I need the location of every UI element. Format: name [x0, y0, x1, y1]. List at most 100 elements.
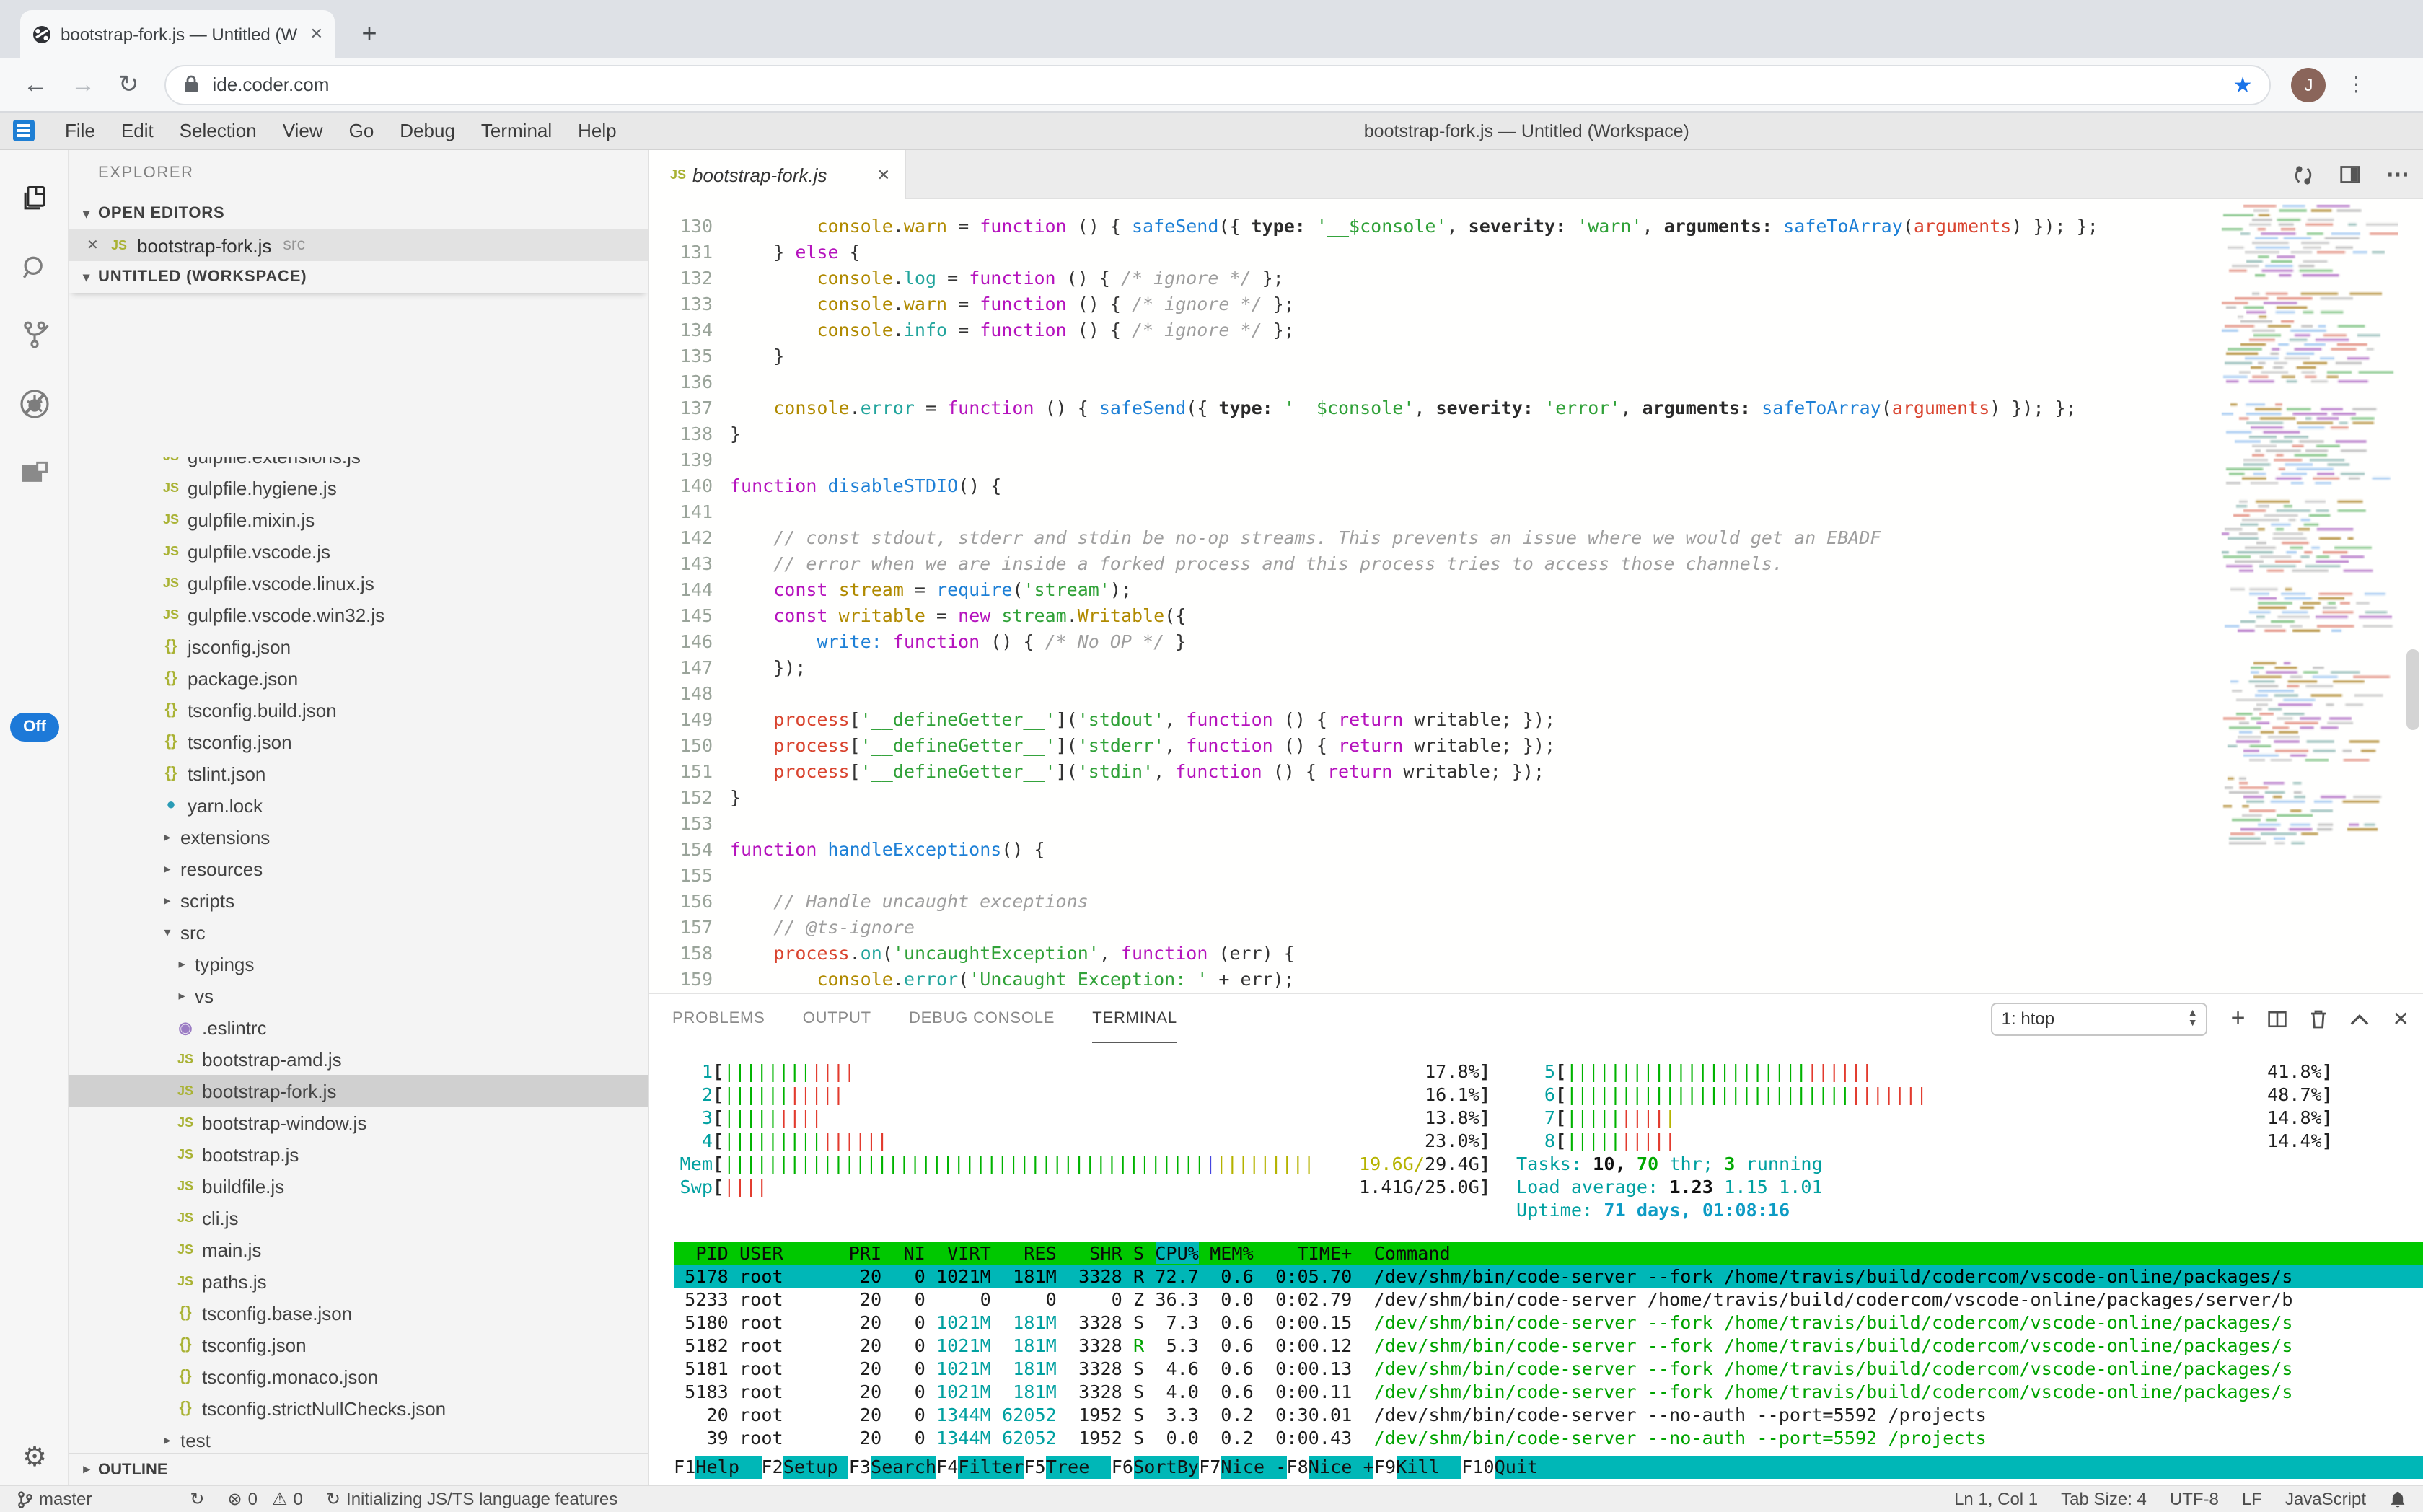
- tree-item-tsconfig.json[interactable]: {} tsconfig.json: [69, 1329, 648, 1361]
- panel-tab-debug-console[interactable]: DEBUG CONSOLE: [908, 1010, 1055, 1027]
- workspace-header[interactable]: ▾ UNTITLED (WORKSPACE): [69, 261, 648, 293]
- tree-item-extensions[interactable]: ▸ extensions: [69, 821, 648, 853]
- tree-item-cli.js[interactable]: JS cli.js: [69, 1202, 648, 1234]
- process-row-39[interactable]: 39 root 20 0 1344M 62052 1952 S 0.0 0.2 …: [674, 1427, 1987, 1449]
- process-row-5182[interactable]: 5182 root 20 0 1021M 181M 3328 R 5.3 0.6…: [674, 1335, 2293, 1356]
- problems-indicator[interactable]: ⊗ 0 ⚠ 0: [227, 1489, 303, 1509]
- process-row-5180[interactable]: 5180 root 20 0 1021M 181M 3328 S 7.3 0.6…: [674, 1311, 2293, 1333]
- notifications-bell-icon[interactable]: [2389, 1490, 2406, 1508]
- process-row-5178[interactable]: 5178 root 20 0 1021M 181M 3328 R 72.7 0.…: [674, 1265, 2423, 1288]
- tree-item-typings[interactable]: ▸ typings: [69, 948, 648, 980]
- eol-indicator[interactable]: LF: [2241, 1489, 2262, 1509]
- menu-terminal[interactable]: Terminal: [480, 120, 553, 141]
- process-row-5181[interactable]: 5181 root 20 0 1021M 181M 3328 S 4.6 0.6…: [674, 1358, 2293, 1379]
- forward-icon[interactable]: →: [71, 70, 95, 97]
- tab-close-icon[interactable]: ✕: [876, 167, 890, 184]
- tree-item-package.json[interactable]: {} package.json: [69, 662, 648, 694]
- terminal-select[interactable]: 1: htop ▲ ▼: [1991, 1002, 2208, 1035]
- panel-tab-terminal[interactable]: TERMINAL: [1092, 994, 1177, 1043]
- tree-item-buildfile.js[interactable]: JS buildfile.js: [69, 1170, 648, 1202]
- tree-item-gulpfile.mixin.js[interactable]: JS gulpfile.mixin.js: [69, 504, 648, 535]
- tree-item-jsconfig.json[interactable]: {} jsconfig.json: [69, 630, 648, 662]
- open-editors-header[interactable]: ▾ OPEN EDITORS: [69, 198, 648, 229]
- menu-selection[interactable]: Selection: [179, 120, 257, 141]
- menu-go[interactable]: Go: [348, 120, 374, 141]
- source-control-icon[interactable]: [0, 306, 69, 364]
- menu-view[interactable]: View: [282, 120, 323, 141]
- encoding-indicator[interactable]: UTF-8: [2169, 1489, 2219, 1509]
- tree-item-paths.js[interactable]: JS paths.js: [69, 1265, 648, 1297]
- editor-tab[interactable]: JS bootstrap-fork.js ✕: [649, 150, 906, 199]
- menu-help[interactable]: Help: [578, 120, 617, 141]
- git-branch-indicator[interactable]: master: [17, 1489, 92, 1509]
- tree-item-bootstrap-fork.js[interactable]: JS bootstrap-fork.js: [69, 1075, 648, 1107]
- panel-tab-problems[interactable]: PROBLEMS: [672, 1010, 765, 1027]
- tree-item-tsconfig.build.json[interactable]: {} tsconfig.build.json: [69, 694, 648, 726]
- minimap[interactable]: [2213, 199, 2398, 993]
- process-row-5233[interactable]: 5233 root 20 0 0 0 0 Z 36.3 0.0 0:02.79 …: [674, 1288, 2293, 1310]
- menu-debug[interactable]: Debug: [400, 120, 455, 141]
- tree-item-vs[interactable]: ▸ vs: [69, 980, 648, 1011]
- address-bar[interactable]: ide.coder.com ★: [164, 64, 2272, 105]
- tree-item-gulpfile.hygiene.js[interactable]: JS gulpfile.hygiene.js: [69, 472, 648, 504]
- explorer-icon[interactable]: [0, 170, 69, 228]
- tree-item-.eslintrc[interactable]: ◉ .eslintrc: [69, 1011, 648, 1043]
- back-icon[interactable]: ←: [23, 70, 48, 97]
- maximize-panel-icon[interactable]: [2351, 1012, 2370, 1025]
- sync-icon[interactable]: ↻: [190, 1489, 205, 1509]
- cursor-position[interactable]: Ln 1, Col 1: [1954, 1489, 2039, 1509]
- process-row-5183[interactable]: 5183 root 20 0 1021M 181M 3328 S 4.0 0.6…: [674, 1381, 2293, 1402]
- tree-item-resources[interactable]: ▸ resources: [69, 853, 648, 884]
- tree-item-yarn.lock[interactable]: ● yarn.lock: [69, 789, 648, 821]
- browser-tab[interactable]: bootstrap-fork.js — Untitled (W ✕: [20, 10, 335, 58]
- tree-item-tslint.json[interactable]: {} tslint.json: [69, 757, 648, 789]
- off-badge[interactable]: Off: [10, 713, 59, 742]
- new-terminal-icon[interactable]: +: [2230, 1004, 2246, 1032]
- tree-item-tsconfig.base.json[interactable]: {} tsconfig.base.json: [69, 1297, 648, 1329]
- tree-item-tsconfig.strictNullChecks.json[interactable]: {} tsconfig.strictNullChecks.json: [69, 1392, 648, 1424]
- tree-item-main.js[interactable]: JS main.js: [69, 1234, 648, 1265]
- tree-item-scripts[interactable]: ▸ scripts: [69, 884, 648, 916]
- tree-item-bootstrap-window.js[interactable]: JS bootstrap-window.js: [69, 1107, 648, 1138]
- new-tab-button[interactable]: +: [361, 19, 377, 48]
- toggle-changes-icon[interactable]: [2292, 164, 2314, 185]
- close-icon[interactable]: ✕: [87, 237, 99, 253]
- panel-tab-output[interactable]: OUTPUT: [802, 1010, 871, 1027]
- search-icon[interactable]: [0, 239, 69, 297]
- terminal[interactable]: 1[|||||||| |||| 17.8%] 2[|||||| ||||| 16.1%] 3…: [649, 1043, 2423, 1485]
- language-mode[interactable]: JavaScript: [2285, 1489, 2366, 1509]
- close-panel-icon[interactable]: ✕: [2392, 1006, 2409, 1029]
- tree-item-src[interactable]: ▾ src: [69, 916, 648, 948]
- reload-icon[interactable]: ↻: [118, 70, 139, 97]
- kill-terminal-icon[interactable]: [2310, 1008, 2328, 1029]
- tab-size-indicator[interactable]: Tab Size: 4: [2061, 1489, 2147, 1509]
- language-status[interactable]: ↻ Initializing JS/TS language features: [325, 1489, 618, 1509]
- settings-gear-icon[interactable]: ⚙: [22, 1442, 48, 1472]
- open-editor-item[interactable]: ✕ JS bootstrap-fork.js src: [69, 229, 648, 261]
- menu-file[interactable]: File: [65, 120, 95, 141]
- tree-item-test[interactable]: ▸ test: [69, 1424, 648, 1453]
- more-actions-icon[interactable]: ⋯: [2386, 163, 2409, 188]
- code-editor[interactable]: 130 131 132 133 134 135 136 137 138 139 140 141 142 1…: [649, 199, 2423, 993]
- editor-scrollbar[interactable]: [2405, 199, 2421, 993]
- tree-item-gulpfile.vscode.win32.js[interactable]: JS gulpfile.vscode.win32.js: [69, 599, 648, 630]
- tree-item-gulpfile.vscode.linux.js[interactable]: JS gulpfile.vscode.linux.js: [69, 567, 648, 599]
- menu-edit[interactable]: Edit: [120, 120, 154, 141]
- tree-item-tsconfig.monaco.json[interactable]: {} tsconfig.monaco.json: [69, 1361, 648, 1392]
- split-terminal-icon[interactable]: [2268, 1009, 2287, 1028]
- outline-section[interactable]: ▸ OUTLINE: [69, 1453, 648, 1485]
- debug-disabled-icon[interactable]: [0, 375, 69, 433]
- bookmark-star-icon[interactable]: ★: [2233, 73, 2253, 97]
- tree-item-tsconfig.json[interactable]: {} tsconfig.json: [69, 726, 648, 757]
- htop-table-header[interactable]: PID USER PRI NI VIRT RES SHR S CPU% MEM%…: [674, 1242, 2423, 1265]
- tree-item-gulpfile.vscode.js[interactable]: JS gulpfile.vscode.js: [69, 535, 648, 567]
- process-row-20[interactable]: 20 root 20 0 1344M 62052 1952 S 3.3 0.2 …: [674, 1404, 1987, 1425]
- browser-menu-icon[interactable]: ⋮: [2346, 72, 2367, 95]
- htop-function-keys[interactable]: F1 Help F2 Setup F3 Search F4 Filter F5 Tree F6…: [674, 1456, 2423, 1479]
- tree-item-bootstrap-amd.js[interactable]: JS bootstrap-amd.js: [69, 1043, 648, 1075]
- split-editor-icon[interactable]: [2340, 164, 2360, 185]
- extensions-icon[interactable]: [0, 444, 69, 502]
- tab-close-icon[interactable]: ✕: [309, 26, 323, 43]
- tree-item-bootstrap.js[interactable]: JS bootstrap.js: [69, 1138, 648, 1170]
